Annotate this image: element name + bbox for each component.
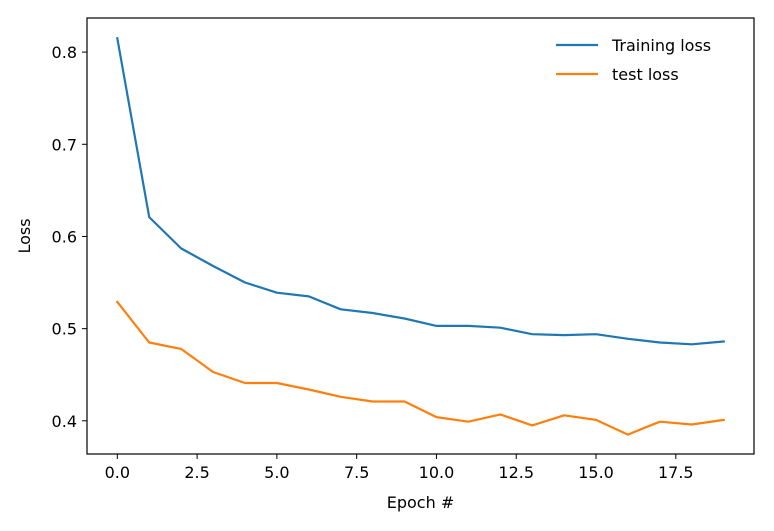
y-tick-label: 0.7: [52, 135, 77, 154]
x-tick-label: 2.5: [184, 463, 209, 482]
y-axis: 0.4 0.5 0.6 0.7 0.8: [52, 43, 87, 431]
y-tick-label: 0.8: [52, 43, 77, 62]
x-tick-label: 7.5: [344, 463, 369, 482]
y-axis-label: Loss: [15, 218, 34, 253]
x-tick-label: 17.5: [658, 463, 694, 482]
legend-label: test loss: [612, 65, 679, 84]
y-tick-label: 0.5: [52, 320, 77, 339]
x-axis-label: Epoch #: [387, 493, 454, 512]
series-layer: [115, 37, 725, 436]
x-tick-label: 0.0: [105, 463, 130, 482]
y-tick-label: 0.6: [52, 227, 77, 246]
x-tick-label: 5.0: [264, 463, 289, 482]
x-tick-label: 12.5: [498, 463, 534, 482]
x-axis: 0.0 2.5 5.0 7.5 10.0 12.5 15.0 17.5: [105, 454, 694, 482]
legend-label: Training loss: [611, 36, 711, 55]
x-tick-label: 10.0: [419, 463, 455, 482]
x-tick-label: 15.0: [578, 463, 614, 482]
y-tick-label: 0.4: [52, 412, 77, 431]
legend: Training loss test loss: [556, 36, 711, 84]
series-line-1: [115, 300, 725, 436]
series-line-0: [116, 37, 725, 346]
